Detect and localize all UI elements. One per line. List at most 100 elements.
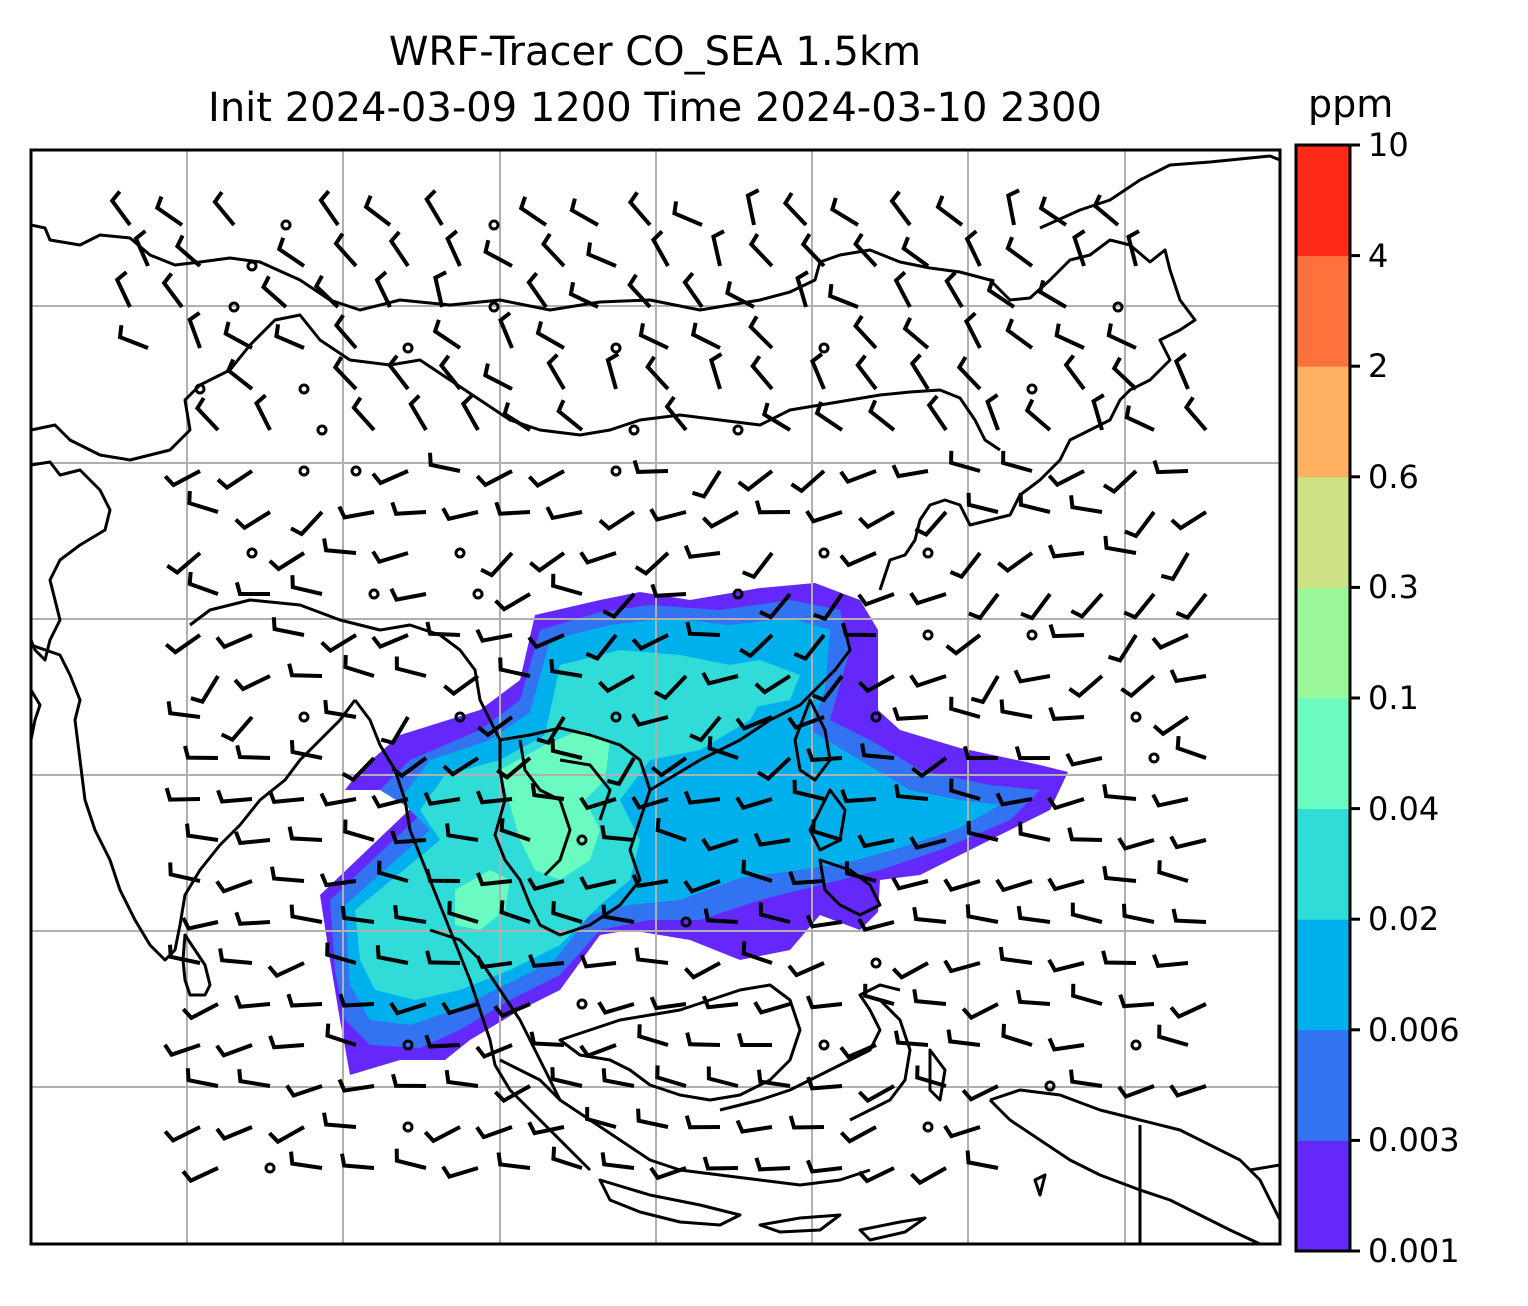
wind-barb xyxy=(325,942,357,965)
wind-barb xyxy=(889,190,912,227)
wind-barb xyxy=(839,469,877,485)
wind-barb xyxy=(754,1157,791,1172)
wind-barb xyxy=(839,1043,877,1060)
colorbar-tick-label: 0.04 xyxy=(1368,789,1440,828)
wind-barb xyxy=(754,500,791,515)
wind-barb xyxy=(830,197,860,227)
wind-barb xyxy=(963,311,982,349)
wind-barb xyxy=(527,877,565,892)
wind-barb xyxy=(985,393,1000,431)
wind-barb xyxy=(375,945,409,965)
wind-barb xyxy=(1175,592,1208,621)
wind-barb xyxy=(805,914,843,929)
wind-barb xyxy=(1106,323,1137,350)
wind-barb xyxy=(496,1152,531,1170)
wind-barb xyxy=(706,1066,739,1088)
wind-barb xyxy=(935,195,964,227)
wind-barb xyxy=(944,271,964,309)
wind-barb xyxy=(649,508,687,522)
wind-barb xyxy=(387,354,410,391)
wind-barb xyxy=(235,744,271,760)
wind-barb xyxy=(949,778,981,801)
wind-barb xyxy=(333,232,358,268)
wind-barb xyxy=(394,656,427,678)
wind-barb xyxy=(745,188,760,226)
wind-barb xyxy=(389,1001,427,1016)
plume-band-0.04-b xyxy=(455,870,510,930)
wind-barb xyxy=(1047,796,1085,811)
calm-wind-marker xyxy=(818,1039,830,1051)
wind-barb xyxy=(586,242,617,268)
wind-barb xyxy=(788,1115,825,1130)
wind-barb xyxy=(215,1043,253,1058)
wind-barb xyxy=(690,322,721,350)
wind-barb xyxy=(999,699,1033,719)
wind-barb xyxy=(445,823,479,842)
wind-barb xyxy=(792,779,825,801)
wind-barb xyxy=(965,1150,999,1170)
wind-barb xyxy=(748,233,774,268)
colorbar-segment xyxy=(1296,919,1350,1031)
wind-barb xyxy=(286,993,323,1008)
wind-barb xyxy=(494,592,532,612)
wind-barb xyxy=(649,996,687,1011)
wind-barb xyxy=(949,696,981,719)
wind-barb xyxy=(181,916,219,931)
wind-barb xyxy=(1047,469,1085,488)
wind-barb xyxy=(672,201,703,227)
wind-barb xyxy=(163,469,201,488)
wind-barb xyxy=(343,655,375,678)
wind-barb xyxy=(340,905,375,924)
wind-barb xyxy=(233,674,271,692)
wind-barb xyxy=(600,1152,635,1170)
wind-barb xyxy=(701,671,739,686)
wind-barb xyxy=(380,715,410,746)
wind-barb xyxy=(926,394,948,432)
wind-barb xyxy=(536,715,566,746)
wind-barb xyxy=(340,1153,375,1170)
wind-barb xyxy=(237,1068,271,1088)
wind-barbs xyxy=(109,188,1208,1186)
wind-barb xyxy=(998,946,1033,965)
wind-barb xyxy=(1070,902,1103,924)
coastlines xyxy=(31,154,1280,1244)
wind-barb xyxy=(997,551,1034,574)
wind-barb xyxy=(915,1065,947,1088)
wind-barb xyxy=(961,1084,999,1102)
wind-barb xyxy=(556,399,584,432)
wind-barb xyxy=(343,819,375,842)
wind-barb xyxy=(391,756,428,779)
colorbar-tick-label: 0.001 xyxy=(1368,1232,1460,1270)
wind-barb xyxy=(741,941,773,965)
wind-barb xyxy=(234,911,271,926)
calm-wind-marker xyxy=(922,629,934,641)
calm-wind-marker xyxy=(350,465,362,477)
wind-barb xyxy=(949,551,982,580)
wind-barb xyxy=(949,450,981,473)
wind-barb xyxy=(194,396,220,432)
wind-barb xyxy=(425,950,461,965)
colorbar-segment xyxy=(1296,366,1350,478)
calm-wind-marker xyxy=(732,588,744,600)
wind-barb xyxy=(268,789,305,805)
wind-barb xyxy=(499,818,531,842)
wind-barb xyxy=(475,628,513,643)
wind-barb xyxy=(1018,492,1051,514)
wind-barb xyxy=(212,190,236,227)
calm-wind-marker xyxy=(472,588,484,600)
wind-barb xyxy=(475,1125,513,1140)
wind-barb xyxy=(655,1065,687,1088)
wind-barb xyxy=(1063,354,1086,391)
wind-barb xyxy=(579,551,617,565)
wind-barb xyxy=(391,1073,427,1088)
wind-barb xyxy=(432,319,462,350)
wind-barb xyxy=(323,699,357,719)
calm-wind-marker xyxy=(1026,383,1038,395)
wind-barb xyxy=(183,745,219,760)
wind-barb xyxy=(441,507,479,522)
wind-barb xyxy=(234,510,272,531)
wind-barb xyxy=(569,198,599,227)
wind-barb xyxy=(853,314,878,350)
wind-barb xyxy=(1005,318,1034,350)
wind-barb xyxy=(891,961,929,980)
